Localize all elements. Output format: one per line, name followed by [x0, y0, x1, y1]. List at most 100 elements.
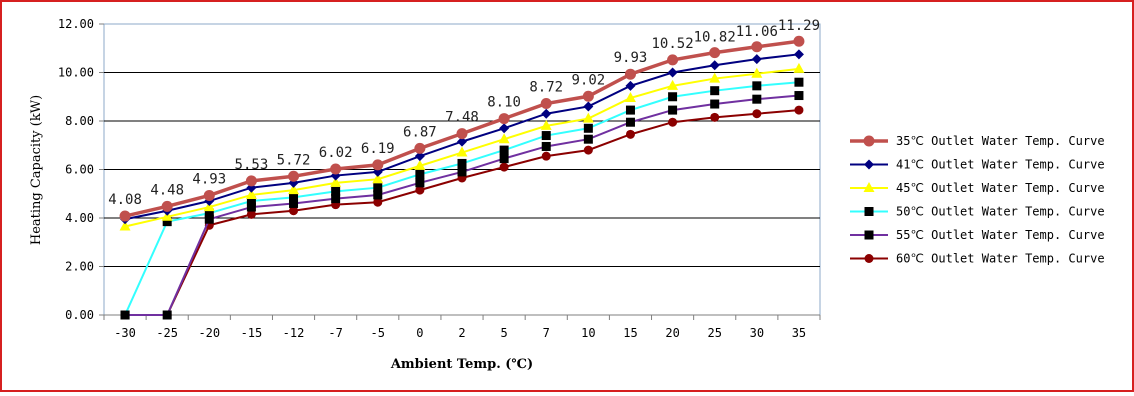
data-label: 8.72 — [529, 80, 563, 96]
data-point — [793, 62, 805, 73]
data-point — [330, 163, 342, 175]
data-label: 11.06 — [736, 24, 778, 40]
data-point — [794, 105, 804, 115]
data-label: 10.52 — [652, 36, 694, 52]
legend: 35℃ Outlet Water Temp. Curve 41℃ Outlet W… — [850, 134, 1105, 266]
data-point — [864, 230, 874, 240]
data-point — [794, 91, 804, 101]
y-tick-label: 12.00 — [58, 17, 94, 31]
data-point — [331, 186, 341, 196]
y-tick-label: 4.00 — [65, 211, 94, 225]
data-label: 9.93 — [614, 50, 648, 66]
data-point — [583, 134, 593, 144]
data-point — [709, 72, 721, 83]
data-point — [863, 135, 875, 147]
data-point — [246, 196, 256, 206]
data-point — [119, 220, 131, 231]
data-point — [625, 105, 635, 115]
data-point — [498, 133, 510, 144]
data-point — [498, 113, 510, 125]
data-point — [373, 197, 383, 207]
data-point — [457, 158, 467, 168]
y-axis-title: Heating Capacity (kW) — [29, 95, 44, 245]
data-point — [752, 109, 762, 119]
data-point — [373, 190, 383, 200]
data-point — [583, 123, 593, 133]
data-point — [668, 92, 678, 102]
y-tick-label: 8.00 — [65, 114, 94, 128]
data-point — [456, 128, 468, 140]
data-point — [794, 77, 804, 87]
data-point — [456, 146, 468, 157]
data-label: 5.72 — [277, 152, 311, 168]
data-point — [668, 117, 678, 127]
x-tick-label: 30 — [750, 326, 764, 340]
data-point — [668, 105, 678, 115]
y-tick-label: 0.00 — [65, 308, 94, 322]
data-point — [541, 108, 552, 119]
data-point — [864, 254, 874, 263]
data-point — [864, 207, 874, 216]
y-tick-label: 2.00 — [65, 260, 94, 274]
data-point — [246, 209, 256, 219]
data-point — [204, 208, 214, 218]
data-point — [162, 217, 172, 227]
x-axis-title: Ambient Temp. (℃) — [390, 357, 533, 372]
legend-entry: 41℃ Outlet Water Temp. Curve — [896, 158, 1105, 172]
legend-entry: 45℃ Outlet Water Temp. Curve — [896, 181, 1105, 195]
data-point — [289, 192, 299, 202]
data-point — [246, 202, 256, 212]
data-point — [864, 159, 874, 170]
data-point — [414, 151, 425, 162]
data-point — [751, 54, 762, 65]
x-tick-label: 25 — [707, 326, 721, 340]
data-point — [499, 162, 509, 172]
data-label: 9.02 — [571, 72, 605, 88]
x-tick-label: -7 — [328, 326, 342, 340]
data-point — [752, 81, 762, 91]
x-tick-label: 0 — [416, 326, 423, 340]
data-label: 7.48 — [445, 110, 479, 126]
data-label: 11.29 — [778, 18, 820, 34]
x-tick-label: -12 — [283, 326, 305, 340]
data-point — [541, 141, 551, 151]
data-label: 8.10 — [487, 95, 521, 111]
data-point — [415, 169, 425, 179]
data-label: 10.82 — [694, 30, 736, 46]
y-tick-label: 6.00 — [65, 163, 94, 177]
data-point — [710, 112, 720, 122]
x-tick-label: -25 — [156, 326, 178, 340]
data-point — [203, 189, 215, 201]
data-point — [288, 170, 300, 182]
data-point — [414, 142, 426, 154]
x-tick-label: 35 — [792, 326, 806, 340]
x-tick-label: 2 — [458, 326, 465, 340]
x-tick-label: 7 — [543, 326, 550, 340]
data-point — [541, 131, 551, 141]
data-point — [625, 117, 635, 127]
data-point — [709, 60, 720, 71]
x-tick-label: 15 — [623, 326, 637, 340]
data-point — [540, 98, 552, 110]
x-tick-label: 10 — [581, 326, 595, 340]
data-point — [540, 119, 552, 130]
data-point — [330, 176, 342, 187]
data-point — [245, 175, 257, 187]
data-point — [457, 136, 467, 147]
data-point — [667, 79, 679, 90]
data-point — [667, 67, 678, 78]
data-point — [709, 47, 721, 59]
data-label: 6.19 — [361, 141, 395, 157]
data-point — [793, 35, 805, 47]
data-point — [161, 210, 173, 221]
data-point — [161, 200, 173, 212]
data-label: 4.08 — [108, 192, 142, 208]
data-point — [120, 310, 130, 320]
data-point — [119, 210, 131, 222]
x-tick-label: 20 — [665, 326, 679, 340]
x-tick-label: -30 — [114, 326, 136, 340]
data-label: 4.48 — [150, 182, 184, 198]
data-point — [667, 54, 679, 66]
data-point — [863, 182, 875, 192]
data-point — [751, 41, 763, 53]
